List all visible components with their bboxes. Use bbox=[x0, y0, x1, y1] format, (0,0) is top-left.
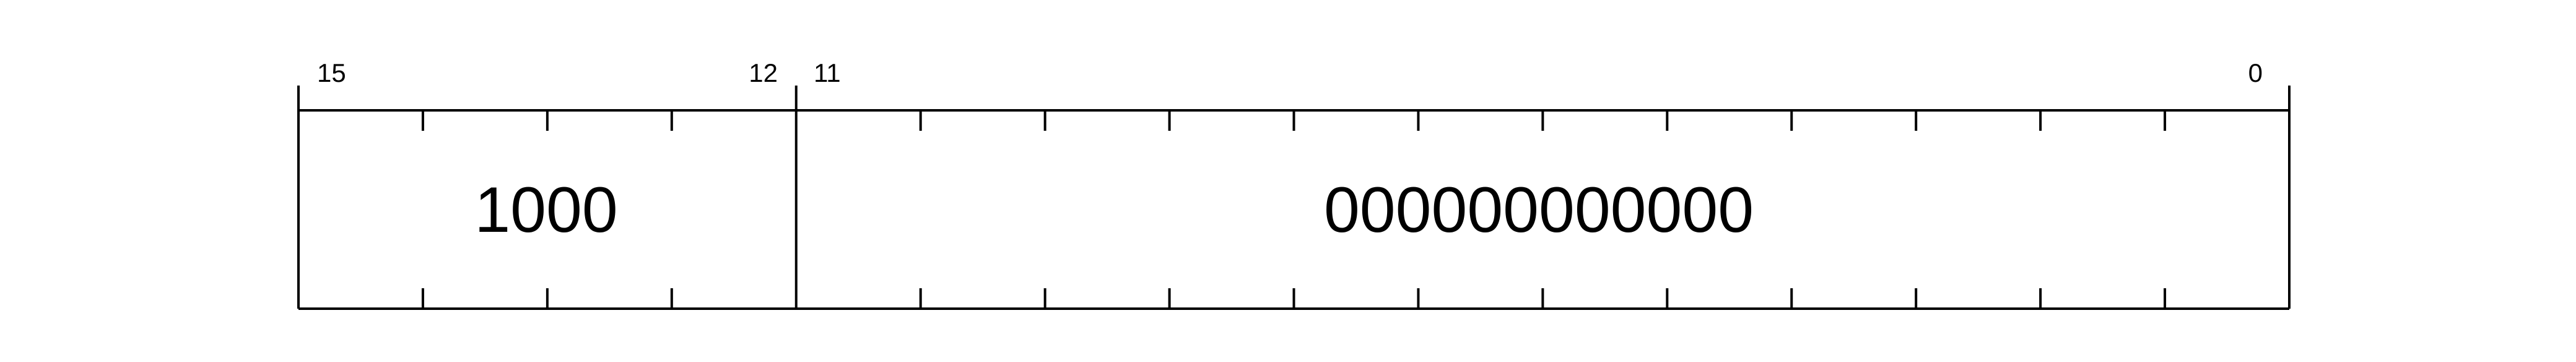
bit-ticks bbox=[421, 110, 2167, 309]
field-value-bits-15-12: 1000 bbox=[474, 174, 617, 246]
bit-label-12: 12 bbox=[749, 58, 778, 87]
bit-label-11: 11 bbox=[814, 58, 841, 87]
bit-label-0: 0 bbox=[2248, 58, 2263, 87]
field-value-bits-11-0: 000000000000 bbox=[1324, 174, 1754, 246]
bit-label-15: 15 bbox=[317, 58, 346, 87]
